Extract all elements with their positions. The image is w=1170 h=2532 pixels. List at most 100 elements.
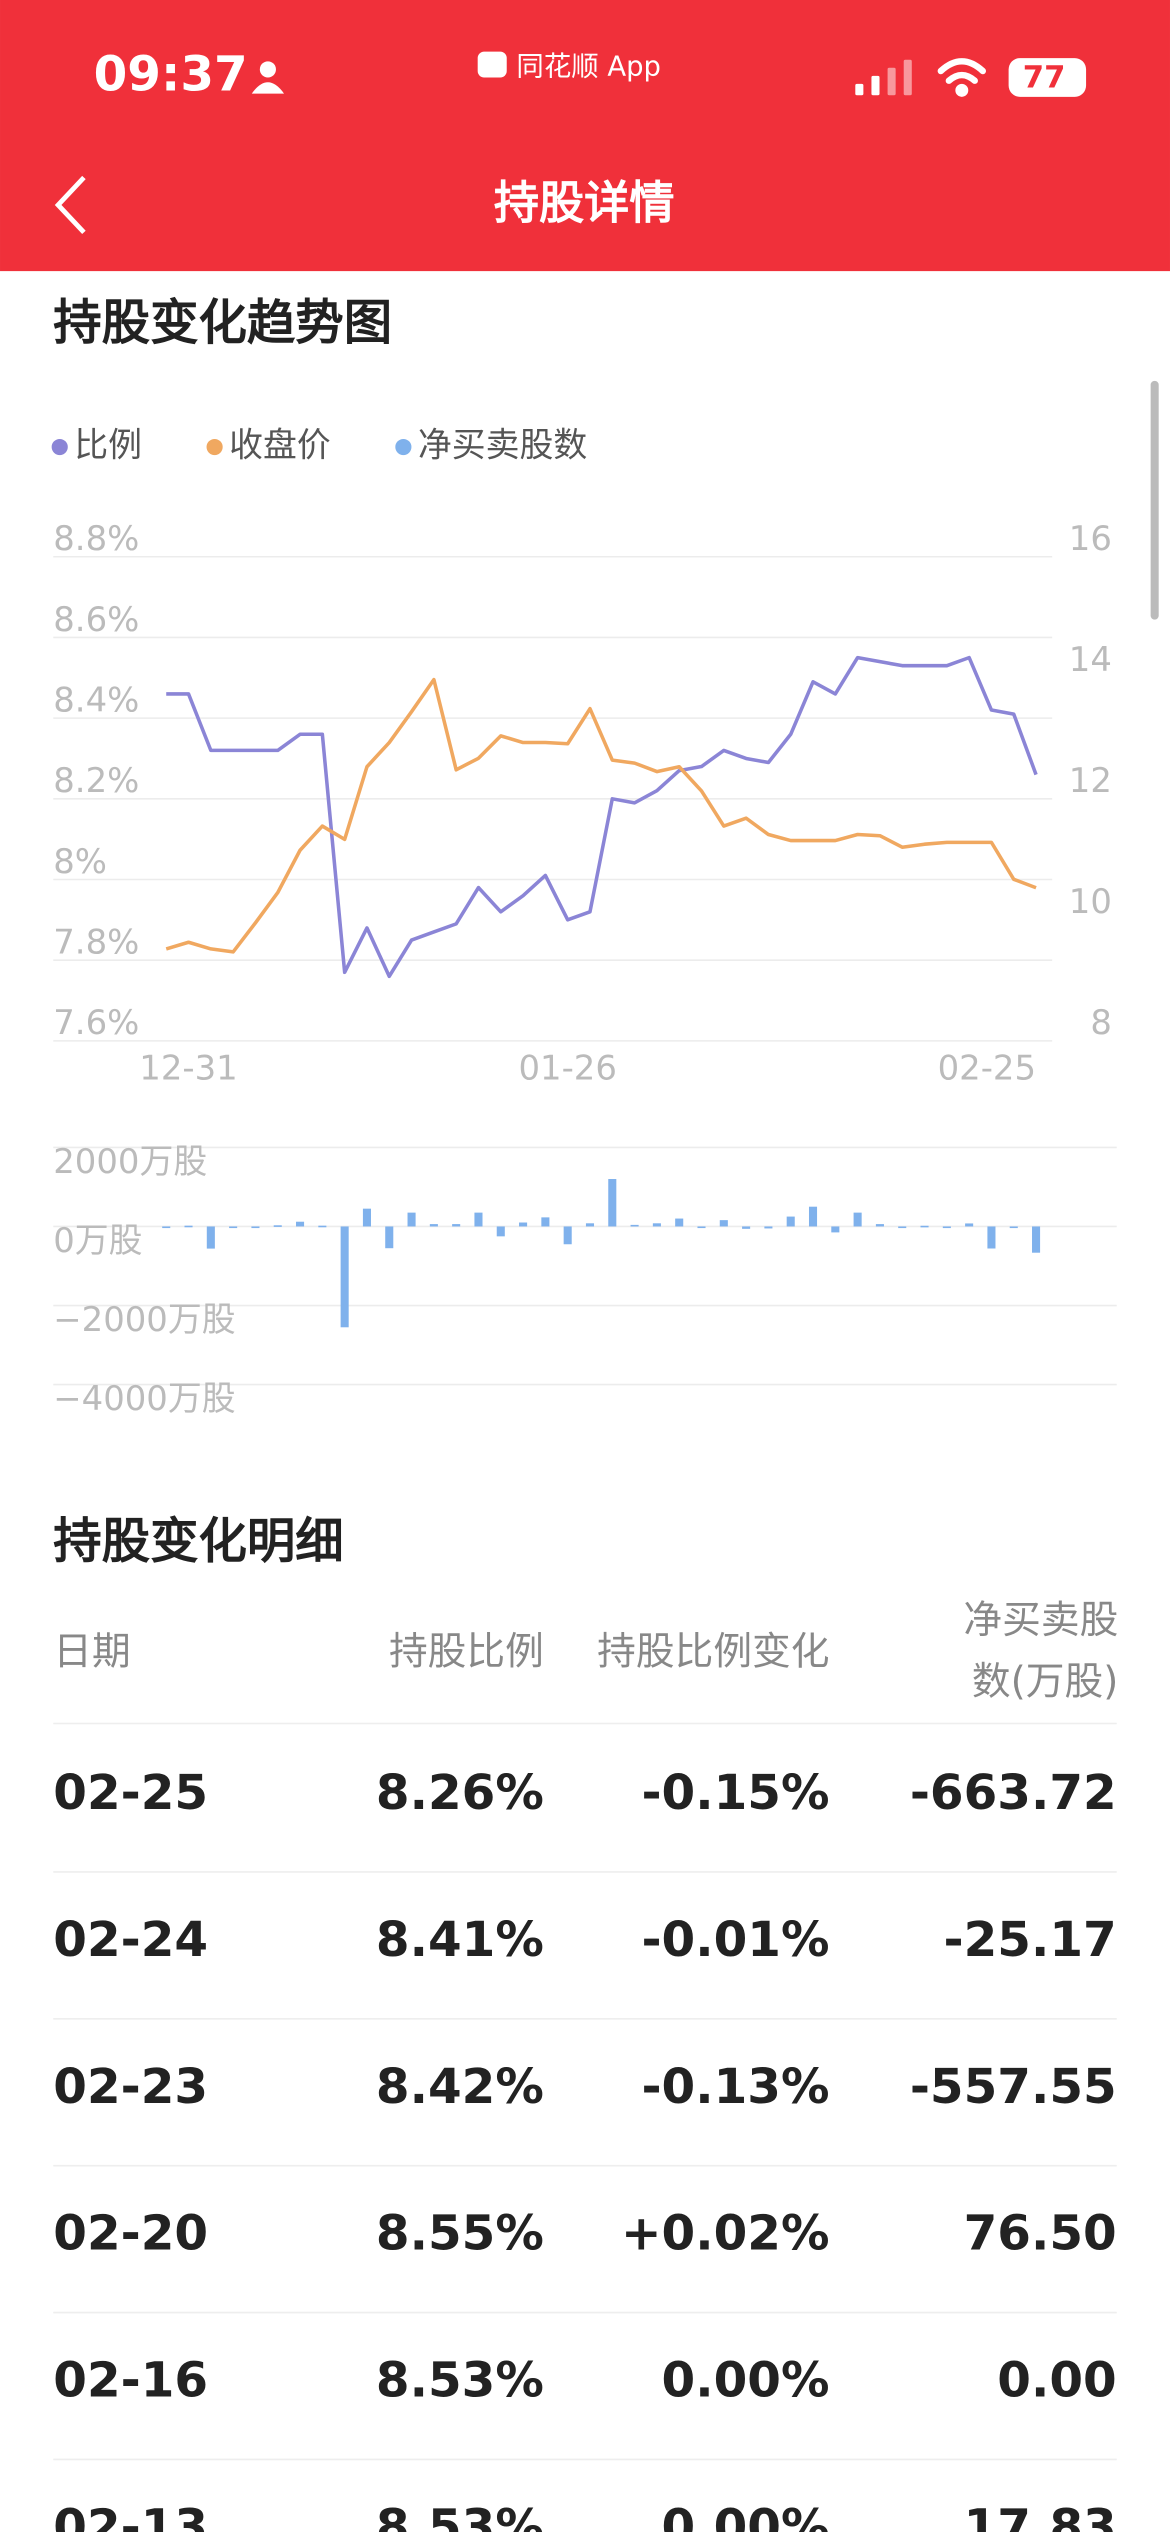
bar: [385, 1226, 394, 1249]
bar: [340, 1226, 349, 1328]
legend-label: 净买卖股数: [418, 426, 587, 465]
back-button[interactable]: [54, 175, 86, 235]
bar: [608, 1179, 617, 1227]
app-name: 同花顺 App: [516, 51, 661, 82]
legend-marker: [206, 438, 223, 456]
bar: [675, 1218, 684, 1227]
bar: [585, 1223, 595, 1227]
table-cell: -0.15%: [641, 1765, 829, 1821]
y2-tick-label: 8: [1090, 1003, 1112, 1042]
bar: [630, 1224, 639, 1227]
line-series: [165, 677, 1037, 954]
bar: [318, 1225, 327, 1228]
legend-label: 收盘价: [229, 426, 331, 465]
table-cell: 02-13: [53, 2499, 208, 2532]
table-cell: 02-24: [53, 1912, 208, 1968]
bar: [764, 1226, 773, 1229]
table-cell: +0.02%: [621, 2206, 830, 2262]
bar: [697, 1226, 706, 1229]
section-title: 持股变化趋势图: [53, 295, 392, 351]
bar: [296, 1221, 305, 1227]
app-icon: [477, 51, 507, 78]
bar: [452, 1224, 461, 1227]
table-cell: 02-25: [53, 1765, 208, 1821]
bar: [541, 1217, 550, 1227]
y-tick-label: −2000万股: [53, 1300, 235, 1339]
y-tick-label: 0万股: [53, 1221, 142, 1260]
table-cell: 8.53%: [376, 2499, 544, 2532]
bar: [184, 1225, 193, 1228]
bar: [965, 1223, 974, 1227]
y-tick-label: 8.8%: [53, 519, 139, 558]
bar: [251, 1226, 260, 1229]
y-tick-label: 8.4%: [53, 680, 139, 719]
y-tick-label: −4000万股: [53, 1379, 235, 1418]
x-tick-label: 01-26: [518, 1048, 616, 1087]
y-tick-label: 8.6%: [53, 600, 139, 639]
table-cell: 02-16: [53, 2353, 208, 2409]
column-header: 持股比例: [389, 1630, 544, 1675]
table-cell: -0.13%: [641, 2059, 829, 2115]
y2-tick-label: 16: [1069, 519, 1112, 558]
table-cell: 02-23: [53, 2059, 208, 2115]
section-title: 持股变化明细: [53, 1513, 343, 1569]
legend-marker: [395, 438, 412, 456]
bar: [1032, 1226, 1041, 1253]
y-tick-label: 7.8%: [53, 923, 139, 962]
y-tick-label: 8%: [53, 842, 107, 881]
table-cell: 0.00%: [662, 2353, 830, 2409]
y2-tick-label: 14: [1069, 640, 1112, 679]
page-title: 持股详情: [494, 177, 675, 230]
line-series: [166, 655, 1038, 979]
bar: [273, 1225, 282, 1227]
bar: [407, 1212, 416, 1227]
y-tick-label: 7.6%: [53, 1003, 139, 1042]
table-header-cell: 净买卖股数(万股): [963, 1597, 1119, 1705]
table-cell: 8.42%: [376, 2059, 544, 2115]
bar: [719, 1220, 728, 1227]
table-cell: 76.50: [964, 2206, 1117, 2262]
time: 09:37: [94, 46, 248, 102]
table-cell: 8.26%: [376, 1765, 544, 1821]
bar: [362, 1208, 371, 1227]
bar: [742, 1226, 751, 1229]
scrollbar: [1150, 380, 1159, 620]
legend-marker: [51, 438, 68, 456]
y-tick-label: 2000万股: [53, 1142, 207, 1181]
table-cell: -0.01%: [641, 1912, 829, 1968]
column-header: 净买卖股数(万股): [963, 1597, 1119, 1705]
bar: [496, 1226, 505, 1237]
bar: [229, 1226, 238, 1229]
wifi: [937, 58, 987, 97]
column-header: 持股比例变化: [597, 1630, 829, 1675]
y-tick-label: 8.2%: [53, 761, 139, 800]
signal: [855, 59, 912, 96]
bar: [563, 1226, 572, 1245]
bar: [875, 1224, 884, 1227]
table-cell: -663.72: [910, 1765, 1117, 1821]
table-cell: 02-20: [53, 2206, 208, 2262]
bar: [206, 1226, 215, 1249]
x-tick-label: 12-31: [139, 1048, 237, 1087]
bar: [652, 1223, 661, 1227]
top-bar: [0, 0, 1170, 272]
table-cell: 0.00%: [662, 2499, 830, 2532]
bar: [1009, 1226, 1018, 1229]
column-header: 日期: [53, 1630, 130, 1675]
bar: [808, 1206, 818, 1227]
bar: [898, 1226, 907, 1229]
user-icon: [251, 61, 285, 94]
table-cell: -25.17: [944, 1912, 1117, 1968]
table-cell: -557.55: [910, 2059, 1117, 2115]
legend-label: 比例: [74, 426, 142, 465]
bar: [853, 1212, 862, 1227]
bar: [474, 1212, 483, 1227]
table-cell: 8.41%: [376, 1912, 544, 1968]
bar: [987, 1226, 996, 1249]
bar: [786, 1216, 795, 1227]
y2-tick-label: 12: [1069, 761, 1112, 800]
bar: [831, 1226, 840, 1233]
bar: [429, 1224, 438, 1227]
